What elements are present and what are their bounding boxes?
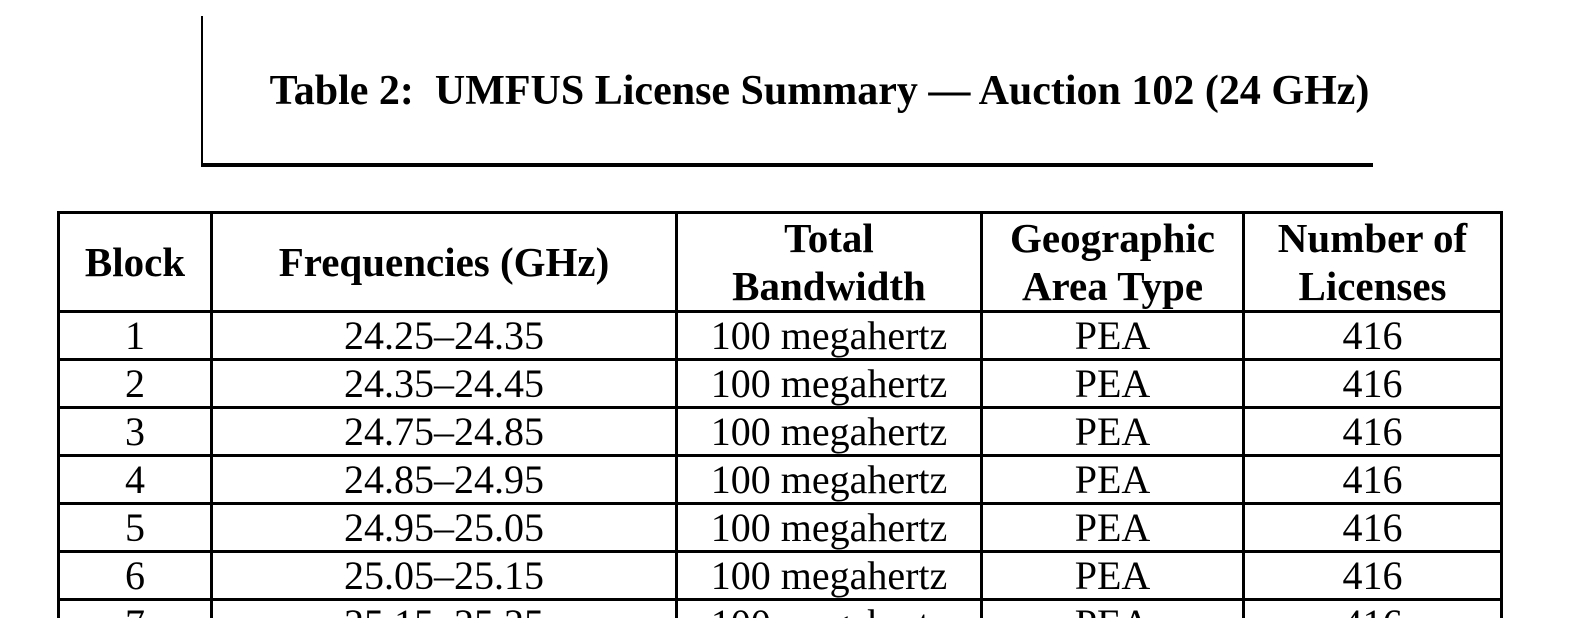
text-caret — [200, 16, 203, 163]
cell-area-type: PEA — [980, 454, 1245, 506]
cell-area-type: PEA — [980, 598, 1245, 618]
cell-block: 7 — [57, 598, 213, 618]
cell-licenses: 416 — [1242, 310, 1503, 362]
cell-frequencies: 25.05–25.15 — [210, 550, 678, 602]
cell-licenses: 416 — [1242, 502, 1503, 554]
col-header-block: Block — [57, 210, 213, 314]
cell-licenses: 416 — [1242, 358, 1503, 410]
cell-area-type: PEA — [980, 550, 1245, 602]
col-header-frequencies: Frequencies (GHz) — [210, 210, 678, 314]
cell-area-type: PEA — [980, 502, 1245, 554]
cell-frequencies: 24.75–24.85 — [210, 406, 678, 458]
table-row: 6 25.05–25.15 100 megahertz PEA 416 — [57, 550, 1503, 602]
cell-area-type: PEA — [980, 406, 1245, 458]
cell-block: 3 — [57, 406, 213, 458]
table-row: 7 25.15–25.25 100 megahertz PEA 416 — [57, 598, 1503, 618]
cell-licenses: 416 — [1242, 550, 1503, 602]
cell-block: 6 — [57, 550, 213, 602]
cell-licenses: 416 — [1242, 406, 1503, 458]
col-header-number-of-licenses: Number of Licenses — [1242, 210, 1503, 314]
table-row: 4 24.85–24.95 100 megahertz PEA 416 — [57, 454, 1503, 506]
cell-bandwidth: 100 megahertz — [675, 358, 983, 410]
col-header-total-bandwidth: Total Bandwidth — [675, 210, 983, 314]
table-caption: Table 2: UMFUS License Summary — Auction… — [200, 16, 1374, 167]
cell-bandwidth: 100 megahertz — [675, 502, 983, 554]
cell-bandwidth: 100 megahertz — [675, 550, 983, 602]
cell-frequencies: 25.15–25.25 — [210, 598, 678, 618]
umfus-license-summary-table: Block Frequencies (GHz) Total Bandwidth … — [57, 210, 1503, 618]
cell-licenses: 416 — [1242, 598, 1503, 618]
cell-bandwidth: 100 megahertz — [675, 310, 983, 362]
cell-area-type: PEA — [980, 358, 1245, 410]
table-caption-text: Table 2: UMFUS License Summary — Auction… — [269, 68, 1370, 115]
cell-frequencies: 24.25–24.35 — [210, 310, 678, 362]
table-row: 3 24.75–24.85 100 megahertz PEA 416 — [57, 406, 1503, 458]
header-row: Block Frequencies (GHz) Total Bandwidth … — [57, 210, 1503, 314]
cell-block: 1 — [57, 310, 213, 362]
cell-bandwidth: 100 megahertz — [675, 454, 983, 506]
cell-frequencies: 24.95–25.05 — [210, 502, 678, 554]
cell-block: 5 — [57, 502, 213, 554]
cell-licenses: 416 — [1242, 454, 1503, 506]
cell-block: 4 — [57, 454, 213, 506]
table-row: 2 24.35–24.45 100 megahertz PEA 416 — [57, 358, 1503, 410]
cell-bandwidth: 100 megahertz — [675, 598, 983, 618]
cell-block: 2 — [57, 358, 213, 410]
col-header-geographic-area-type: Geographic Area Type — [980, 210, 1245, 314]
cell-bandwidth: 100 megahertz — [675, 406, 983, 458]
table-row: 5 24.95–25.05 100 megahertz PEA 416 — [57, 502, 1503, 554]
cell-frequencies: 24.35–24.45 — [210, 358, 678, 410]
table-caption-row: Table 2: UMFUS License Summary — Auction… — [0, 0, 1574, 167]
cell-frequencies: 24.85–24.95 — [210, 454, 678, 506]
cell-area-type: PEA — [980, 310, 1245, 362]
table-row: 1 24.25–24.35 100 megahertz PEA 416 — [57, 310, 1503, 362]
